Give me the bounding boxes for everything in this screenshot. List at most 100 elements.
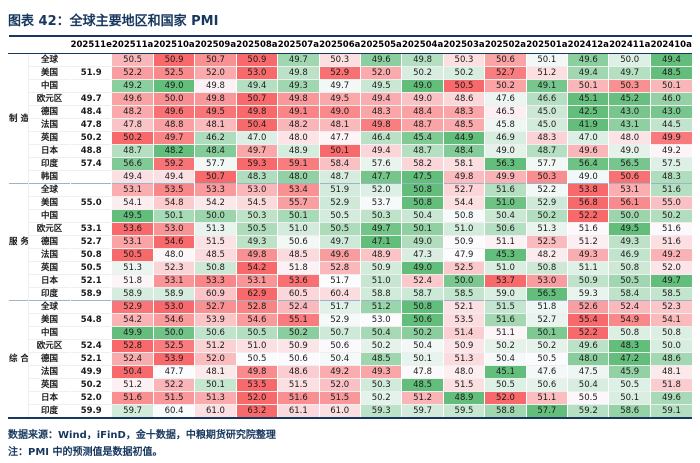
- pmi-value-cell: 50.4: [484, 209, 527, 223]
- pmi-value-cell: 58.9: [152, 287, 195, 301]
- pmi-value-cell: 56.4: [567, 157, 609, 171]
- pmi-value-cell: 51.2: [567, 235, 609, 249]
- pmi-value-cell: 49.7: [649, 274, 692, 288]
- pmi-value-cell: 44.5: [649, 118, 692, 132]
- pmi-value-cell: 49.3: [235, 235, 278, 249]
- pmi-value-cell: 54.4: [442, 196, 485, 210]
- pmi-value-cell: 47.0: [235, 131, 278, 145]
- pmi-value-cell: 61.0: [318, 404, 361, 418]
- table-row: 中国 49.2 49.0 49.8 49.4 49.3 49.7 49.5 49.0 50.5 50…: [9, 79, 692, 93]
- pmi-flash-cell: [69, 326, 112, 340]
- pmi-value-cell: 57.7: [525, 404, 568, 418]
- pmi-value-cell: 48.3: [235, 170, 278, 184]
- pmi-value-cell: 43.1: [608, 118, 651, 132]
- pmi-flash-cell: 52.7: [69, 235, 112, 249]
- pmi-flash-cell: [69, 300, 112, 314]
- pmi-value-cell: 47.7: [152, 365, 195, 379]
- pmi-value-cell: 51.3: [442, 352, 485, 366]
- pmi-value-cell: 55.0: [649, 196, 692, 210]
- pmi-value-cell: 50.1: [152, 209, 195, 223]
- pmi-value-cell: 43.0: [608, 105, 651, 119]
- pmi-value-cell: 52.4: [277, 300, 320, 314]
- pmi-value-cell: 53.0: [152, 222, 195, 236]
- pmi-value-cell: 52.1: [442, 300, 485, 314]
- pmi-flash-cell: [69, 209, 112, 223]
- figure-title: 图表 42：全球主要地区和国家 PMI: [8, 14, 219, 29]
- pmi-value-cell: 47.1: [359, 235, 402, 249]
- pmi-value-cell: 45.2: [608, 92, 651, 106]
- pmi-value-cell: 49.5: [318, 92, 361, 106]
- pmi-value-cell: 51.1: [567, 261, 609, 275]
- pmi-flash-cell: 50.2: [69, 378, 112, 392]
- pmi-value-cell: 51.3: [194, 222, 237, 236]
- pmi-value-cell: 49.8: [442, 170, 485, 184]
- pmi-value-cell: 50.2: [484, 79, 527, 93]
- pmi-value-cell: 47.7: [318, 131, 361, 145]
- pmi-value-cell: 48.5: [649, 66, 692, 80]
- pmi-value-cell: 51.6: [649, 235, 692, 249]
- pmi-value-cell: 52.0: [194, 66, 237, 80]
- pmi-value-cell: 50.2: [359, 339, 402, 353]
- pmi-value-cell: 47.3: [401, 248, 444, 262]
- pmi-value-cell: 58.8: [484, 404, 527, 418]
- pmi-value-cell: 50.4: [359, 326, 402, 340]
- pmi-value-cell: 49.1: [277, 105, 320, 119]
- pmi-value-cell: 56.5: [525, 287, 568, 301]
- pmi-value-cell: 53.1: [152, 274, 195, 288]
- pmi-value-cell: 49.2: [649, 248, 692, 262]
- pmi-value-cell: 47.5: [401, 170, 444, 184]
- pmi-value-cell: 49.9: [649, 131, 692, 145]
- pmi-flash-cell: 52.1: [69, 352, 112, 366]
- pmi-value-cell: 59.3: [359, 404, 402, 418]
- pmi-value-cell: 50.8: [194, 261, 237, 275]
- pmi-value-cell: 51.0: [484, 196, 527, 210]
- pmi-value-cell: 48.7: [111, 144, 154, 158]
- pmi-value-cell: 52.0: [484, 391, 527, 405]
- pmi-flash-cell: 48.8: [69, 144, 112, 158]
- pmi-value-cell: 51.7: [318, 300, 361, 314]
- pmi-value-cell: 50.2: [525, 339, 568, 353]
- section-label: 制 造 业: [8, 53, 29, 184]
- pmi-value-cell: 63.2: [235, 404, 278, 418]
- row-label: 中国: [28, 209, 71, 223]
- pmi-value-cell: 52.7: [442, 183, 485, 197]
- pmi-value-cell: 49.6: [649, 391, 692, 405]
- pmi-value-cell: 49.6: [111, 92, 154, 106]
- table-row: 综 合全球 52.9 53.0 52.7 52.8 52.4 51.7 51.2 50.8 52.…: [8, 300, 692, 418]
- pmi-value-cell: 56.3: [484, 157, 527, 171]
- pmi-flash-cell: 51.9: [69, 66, 112, 80]
- pmi-value-cell: 59.3: [567, 287, 609, 301]
- pmi-value-cell: 50.1: [649, 79, 692, 93]
- pmi-value-cell: 52.0: [359, 183, 402, 197]
- pmi-value-cell: 53.1: [111, 235, 154, 249]
- pmi-value-cell: 50.0: [442, 274, 485, 288]
- pmi-value-cell: 50.5: [318, 222, 361, 236]
- row-label: 美国: [28, 313, 71, 327]
- column-header: 202509a: [194, 36, 237, 54]
- pmi-value-cell: 48.5: [277, 248, 320, 262]
- pmi-value-cell: 50.1: [608, 391, 651, 405]
- pmi-value-cell: 52.0: [359, 66, 402, 80]
- pmi-value-cell: 48.0: [277, 131, 320, 145]
- pmi-value-cell: 48.3: [525, 131, 568, 145]
- pmi-flash-cell: 49.9: [69, 365, 112, 379]
- pmi-value-cell: 47.6: [525, 365, 568, 379]
- table-row: 日本 52.1 51.8 53.1 53.3 53.1 53.6 51.7 51.0 52.4 50…: [9, 274, 692, 288]
- pmi-value-cell: 50.2: [111, 131, 154, 145]
- pmi-value-cell: 50.0: [608, 53, 651, 67]
- pmi-value-cell: 51.0: [484, 261, 527, 275]
- pmi-value-cell: 48.4: [401, 105, 444, 119]
- column-header: 202505a: [360, 36, 402, 54]
- pmi-value-cell: 56.1: [608, 196, 651, 210]
- table-row: 欧元区 53.1 53.6 53.0 51.3 50.5 51.0 50.5 49.7 50.1 5…: [9, 222, 692, 236]
- pmi-value-cell: 50.2: [359, 391, 402, 405]
- pmi-value-cell: 49.6: [152, 105, 195, 119]
- pmi-value-cell: 50.5: [235, 222, 278, 236]
- pmi-value-cell: 52.9: [318, 66, 361, 80]
- pmi-value-cell: 62.9: [235, 287, 278, 301]
- pmi-value-cell: 51.5: [318, 391, 361, 405]
- pmi-value-cell: 48.4: [442, 144, 485, 158]
- column-header: 202502a: [484, 36, 527, 54]
- table-row: 日本 52.0 51.6 51.5 51.3 52.0 51.6 51.5 50.2 51.2 48…: [9, 391, 692, 405]
- pmi-value-cell: 53.5: [235, 378, 278, 392]
